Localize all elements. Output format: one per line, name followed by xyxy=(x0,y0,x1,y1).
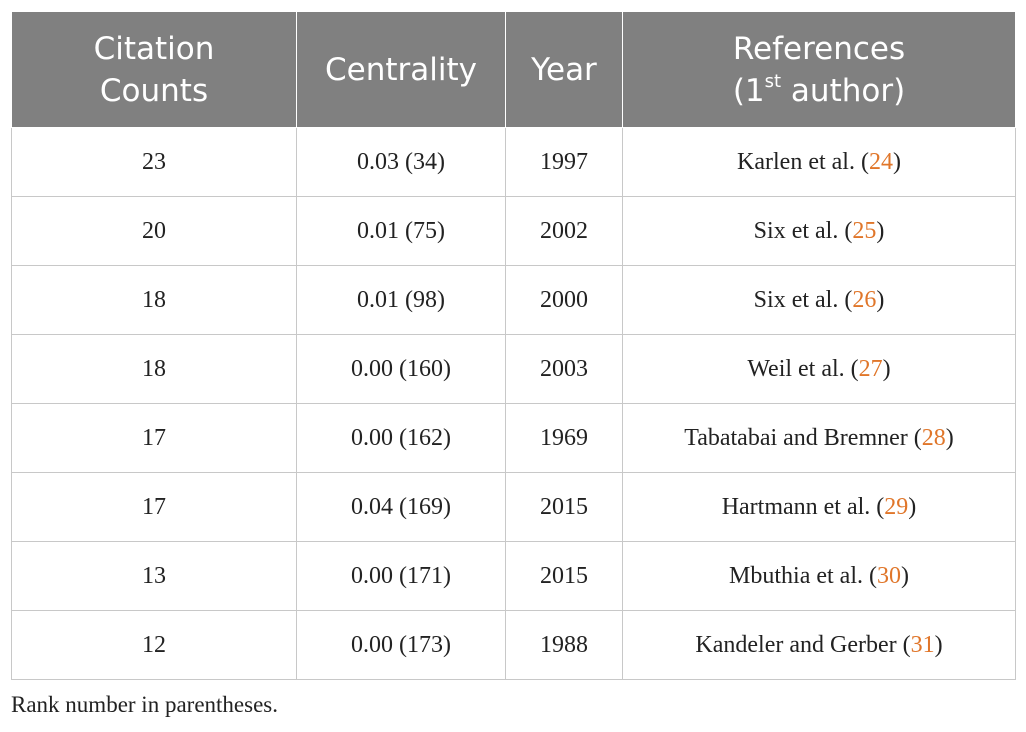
table-cell: Tabatabai and Bremner (28) xyxy=(622,403,1016,473)
reference-close: ) xyxy=(908,493,917,520)
reference-author: Tabatabai and Bremner ( xyxy=(684,424,922,451)
table-cell: Mbuthia et al. (30) xyxy=(622,541,1016,611)
table-row: 20 0.01 (75) 2002 Six et al. (25) xyxy=(11,196,1016,266)
reference-number: 26 xyxy=(852,286,877,313)
table-cell: 0.04 (169) xyxy=(296,472,506,542)
reference-close: ) xyxy=(900,562,909,589)
table-cell: 1988 xyxy=(505,610,623,680)
reference-number: 29 xyxy=(884,493,909,520)
header-text: (1 xyxy=(732,72,765,109)
header-cell: Centrality xyxy=(296,11,506,128)
reference-author: Karlen et al. ( xyxy=(737,148,869,175)
reference-close: ) xyxy=(945,424,954,451)
table-cell: 18 xyxy=(11,265,297,335)
table-cell: 0.01 (75) xyxy=(296,196,506,266)
reference-number: 30 xyxy=(876,562,901,589)
reference-author: Six et al. ( xyxy=(753,286,853,313)
table-cell: Kandeler and Gerber (31) xyxy=(622,610,1016,680)
table-cell: 2003 xyxy=(505,334,623,404)
table-cell: 23 xyxy=(11,127,297,197)
table-cell: 0.01 (98) xyxy=(296,265,506,335)
table-cell: 12 xyxy=(11,610,297,680)
reference-author: Hartmann et al. ( xyxy=(721,493,885,520)
table-cell: 0.00 (173) xyxy=(296,610,506,680)
superscript: st xyxy=(764,70,782,92)
table-row: 23 0.03 (34) 1997 Karlen et al. (24) xyxy=(11,127,1016,197)
table-cell: 18 xyxy=(11,334,297,404)
reference-close: ) xyxy=(876,286,885,313)
table-cell: Six et al. (25) xyxy=(622,196,1016,266)
reference-number: 28 xyxy=(921,424,946,451)
reference-number: 24 xyxy=(868,148,893,175)
reference-author: Kandeler and Gerber ( xyxy=(695,631,911,658)
reference-author: Mbuthia et al. ( xyxy=(729,562,877,589)
table-row: 18 0.00 (160) 2003 Weil et al. (27) xyxy=(11,334,1016,404)
table-cell: 17 xyxy=(11,403,297,473)
table-cell: Hartmann et al. (29) xyxy=(622,472,1016,542)
table-cell: 2015 xyxy=(505,472,623,542)
table-cell: 0.00 (162) xyxy=(296,403,506,473)
table-row: 13 0.00 (171) 2015 Mbuthia et al. (30) xyxy=(11,541,1016,611)
table-header: Citation Counts Centrality Year Referenc… xyxy=(11,11,1016,128)
table-body: 23 0.03 (34) 1997 Karlen et al. (24) 20 0.01 … xyxy=(11,127,1016,680)
table-cell: Weil et al. (27) xyxy=(622,334,1016,404)
table-cell: 0.00 (171) xyxy=(296,541,506,611)
reference-close: ) xyxy=(882,355,891,382)
table-cell: 1997 xyxy=(505,127,623,197)
table-cell: 2015 xyxy=(505,541,623,611)
table-row: 12 0.00 (173) 1988 Kandeler and Gerber (31) xyxy=(11,610,1016,680)
table-cell: 1969 xyxy=(505,403,623,473)
table-cell: 0.00 (160) xyxy=(296,334,506,404)
reference-close: ) xyxy=(892,148,901,175)
header-cell: Year xyxy=(505,11,623,128)
header-cell: References (1st author) xyxy=(622,11,1016,128)
footnote: Rank number in parentheses. xyxy=(11,692,278,717)
reference-number: 31 xyxy=(910,631,935,658)
header-row: Citation Counts Centrality Year Referenc… xyxy=(11,11,1016,128)
reference-author: Six et al. ( xyxy=(753,217,853,244)
table-cell: 2000 xyxy=(505,265,623,335)
table-cell: Karlen et al. (24) xyxy=(622,127,1016,197)
reference-close: ) xyxy=(876,217,885,244)
table-cell: 13 xyxy=(11,541,297,611)
reference-number: 25 xyxy=(852,217,877,244)
data-table: Citation Counts Centrality Year Referenc… xyxy=(11,11,1016,680)
table-cell: Six et al. (26) xyxy=(622,265,1016,335)
header-text: References xyxy=(732,30,906,67)
header-cell: Citation Counts xyxy=(11,11,297,128)
table-row: 17 0.00 (162) 1969 Tabatabai and Bremner (2… xyxy=(11,403,1016,473)
table-cell: 2002 xyxy=(505,196,623,266)
reference-close: ) xyxy=(934,631,943,658)
header-text: author) xyxy=(781,72,906,109)
table-cell: 20 xyxy=(11,196,297,266)
table-cell: 0.03 (34) xyxy=(296,127,506,197)
table-cell: 17 xyxy=(11,472,297,542)
reference-author: Weil et al. ( xyxy=(747,355,859,382)
table-row: 18 0.01 (98) 2000 Six et al. (26) xyxy=(11,265,1016,335)
table-row: 17 0.04 (169) 2015 Hartmann et al. (29) xyxy=(11,472,1016,542)
reference-number: 27 xyxy=(858,355,883,382)
